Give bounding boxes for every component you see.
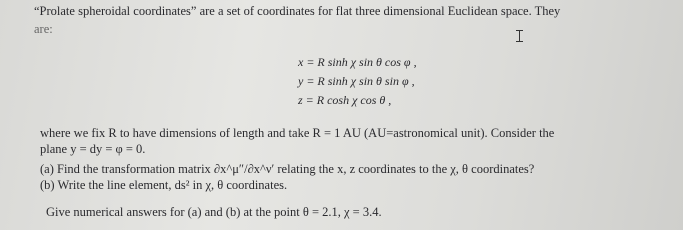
paragraph-line: where we fix R to have dimensions of len… [40, 126, 555, 140]
paragraph-line: plane y = dy = φ = 0. [40, 142, 146, 156]
text-cursor [516, 30, 526, 42]
question-part: (b) Write the line element, ds² in χ, θ … [40, 178, 288, 192]
equation: y = R sinh χ sin θ sin φ , [298, 74, 415, 88]
equation: x = R sinh χ sin θ cos φ , [298, 55, 417, 69]
equation: z = R cosh χ cos θ , [298, 93, 392, 107]
final-instruction: Give numerical answers for (a) and (b) a… [46, 205, 382, 219]
intro-line: “Prolate spheroidal coordinates” are a s… [34, 4, 561, 18]
question-part: (a) Find the transformation matrix ∂x^μ″… [40, 162, 535, 176]
intro-line: are: [34, 22, 53, 36]
document: “Prolate spheroidal coordinates” are a s… [0, 0, 683, 230]
